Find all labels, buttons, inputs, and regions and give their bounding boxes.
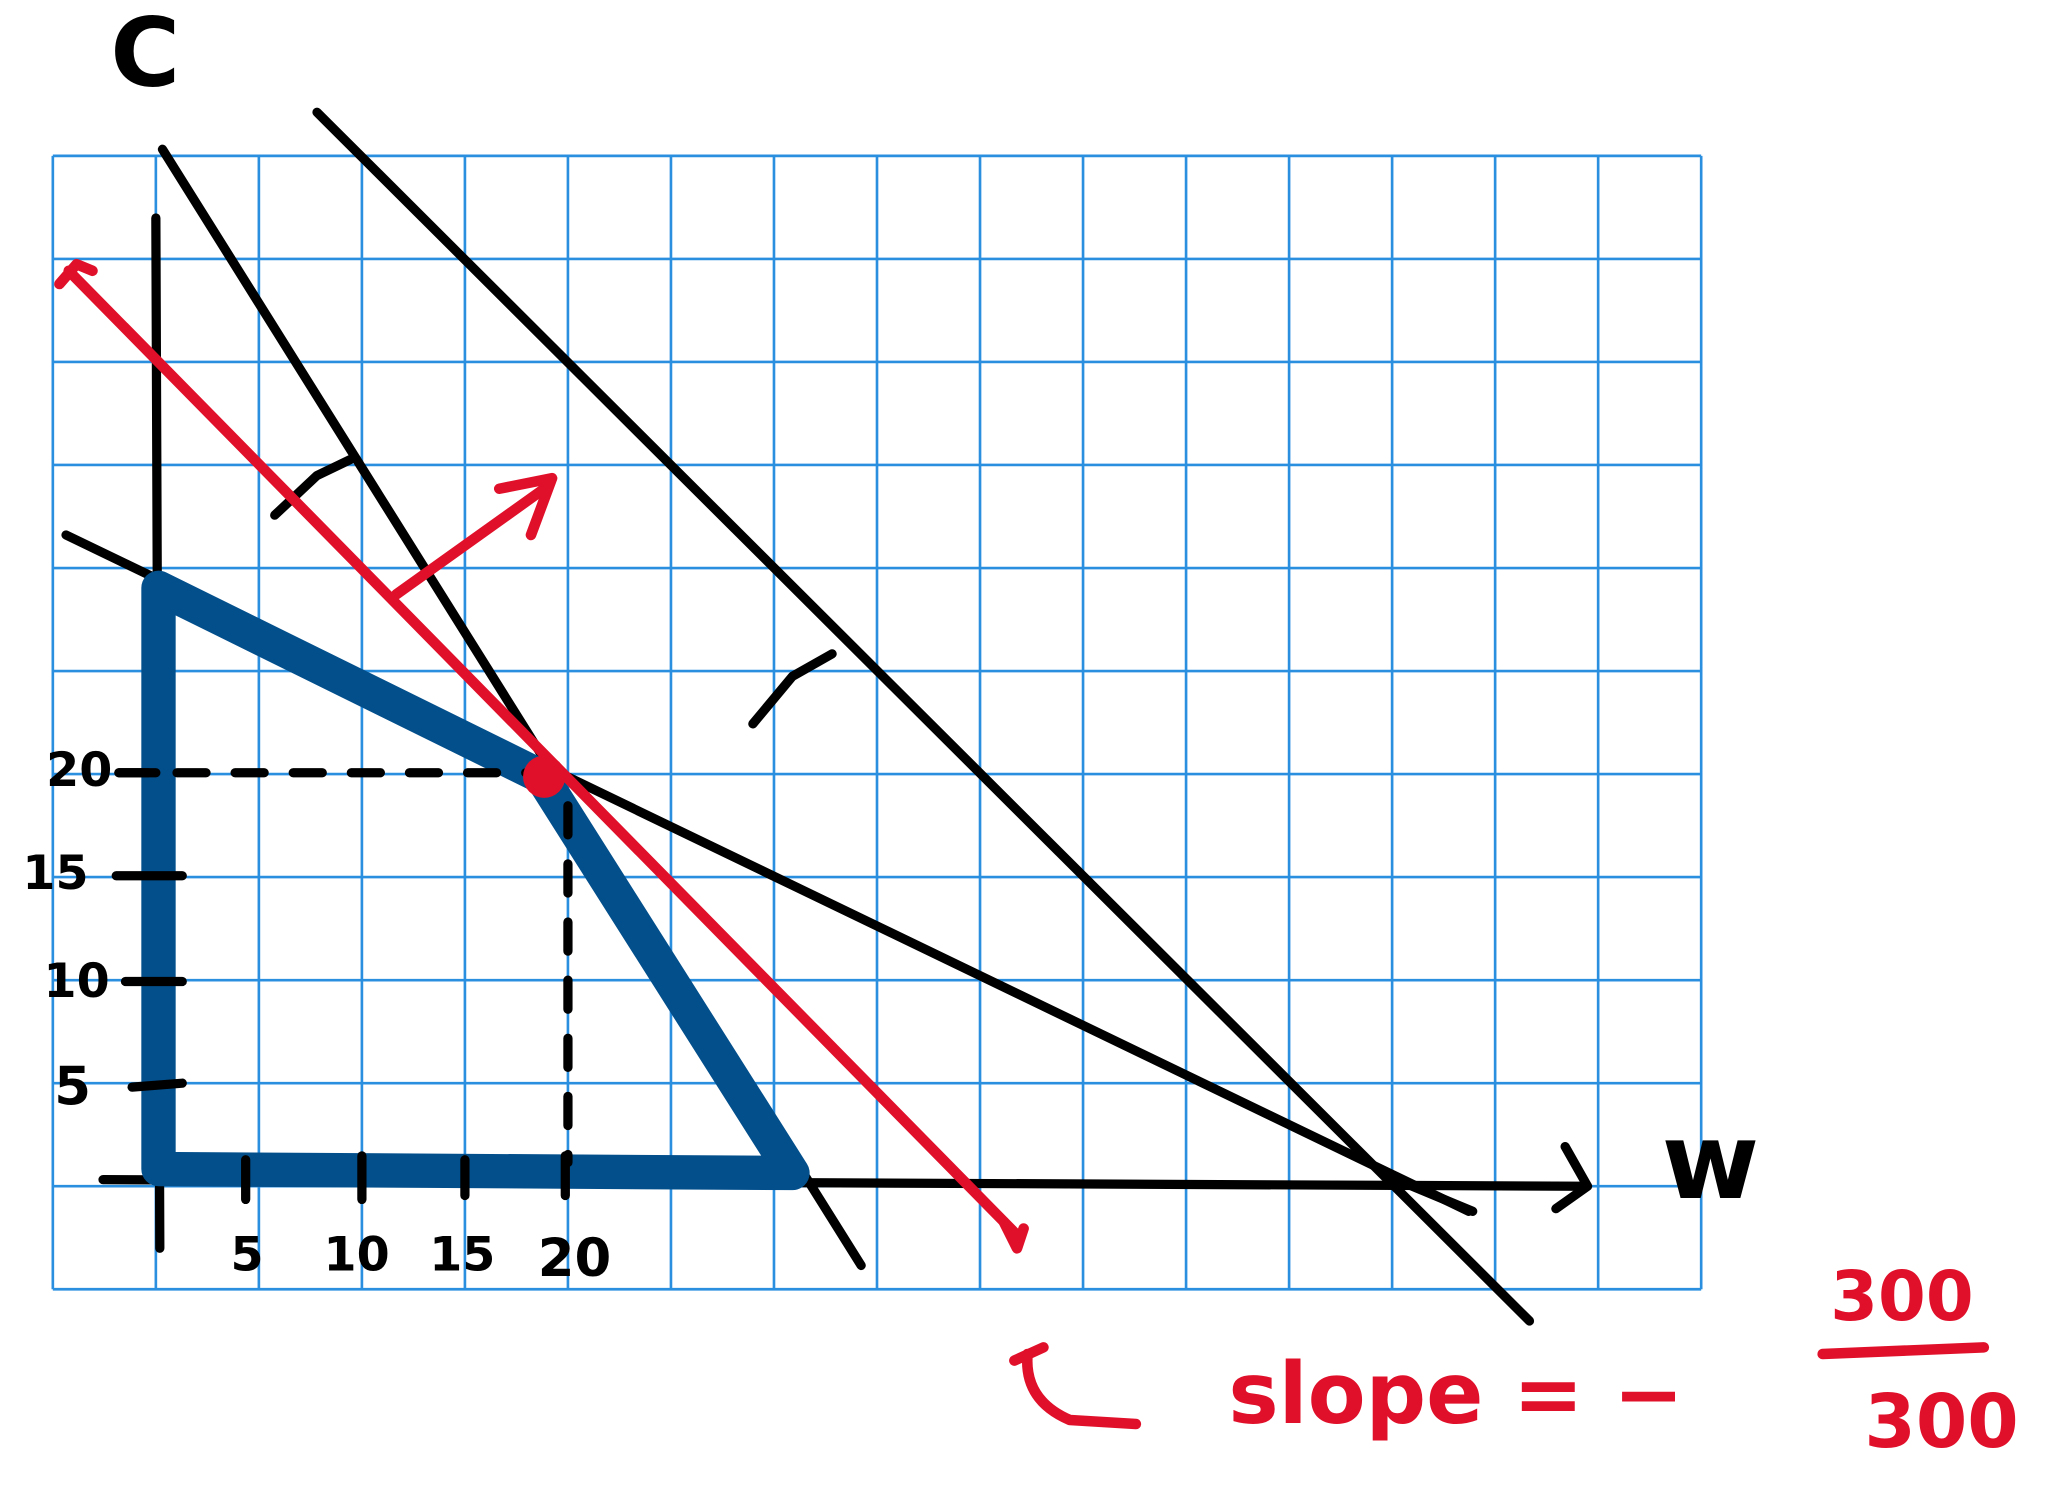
x-tick-label: 5 [230, 1228, 263, 1283]
fraction-bar [1817, 1342, 1990, 1360]
y-tick-label: 5 [54, 1056, 91, 1117]
feasible-region [141, 570, 810, 1191]
pointer-arrow [1009, 1342, 1142, 1430]
x-tick-label: 15 [429, 1228, 495, 1283]
gradient-arrow [390, 483, 550, 600]
outer-line [312, 107, 1535, 1326]
iso-arrowheads [54, 258, 1029, 1254]
x-tick-label: 10 [324, 1228, 390, 1283]
y-tick-label: 15 [22, 846, 88, 901]
x-axis-arrow [1551, 1141, 1593, 1214]
slope-denominator: 300 [1864, 1379, 2018, 1465]
y-ticks [111, 768, 187, 1092]
x-axis-label: w [1662, 1100, 1760, 1223]
slope-numerator: 300 [1830, 1257, 1973, 1337]
y-axis-label: C [110, 0, 180, 108]
slope-label: slope = − [1228, 1345, 1684, 1443]
y-tick-label: 10 [44, 954, 110, 1009]
grid [51, 154, 1703, 1291]
x-ticks [241, 1151, 570, 1205]
gradient-arrowhead [493, 472, 558, 541]
x-tick-label: 20 [538, 1228, 612, 1289]
iso-line [63, 265, 1023, 1241]
tick [127, 1078, 187, 1092]
scribble [1382, 1171, 1478, 1216]
optimum-point [523, 755, 566, 798]
y-tick-label: 20 [46, 743, 112, 798]
